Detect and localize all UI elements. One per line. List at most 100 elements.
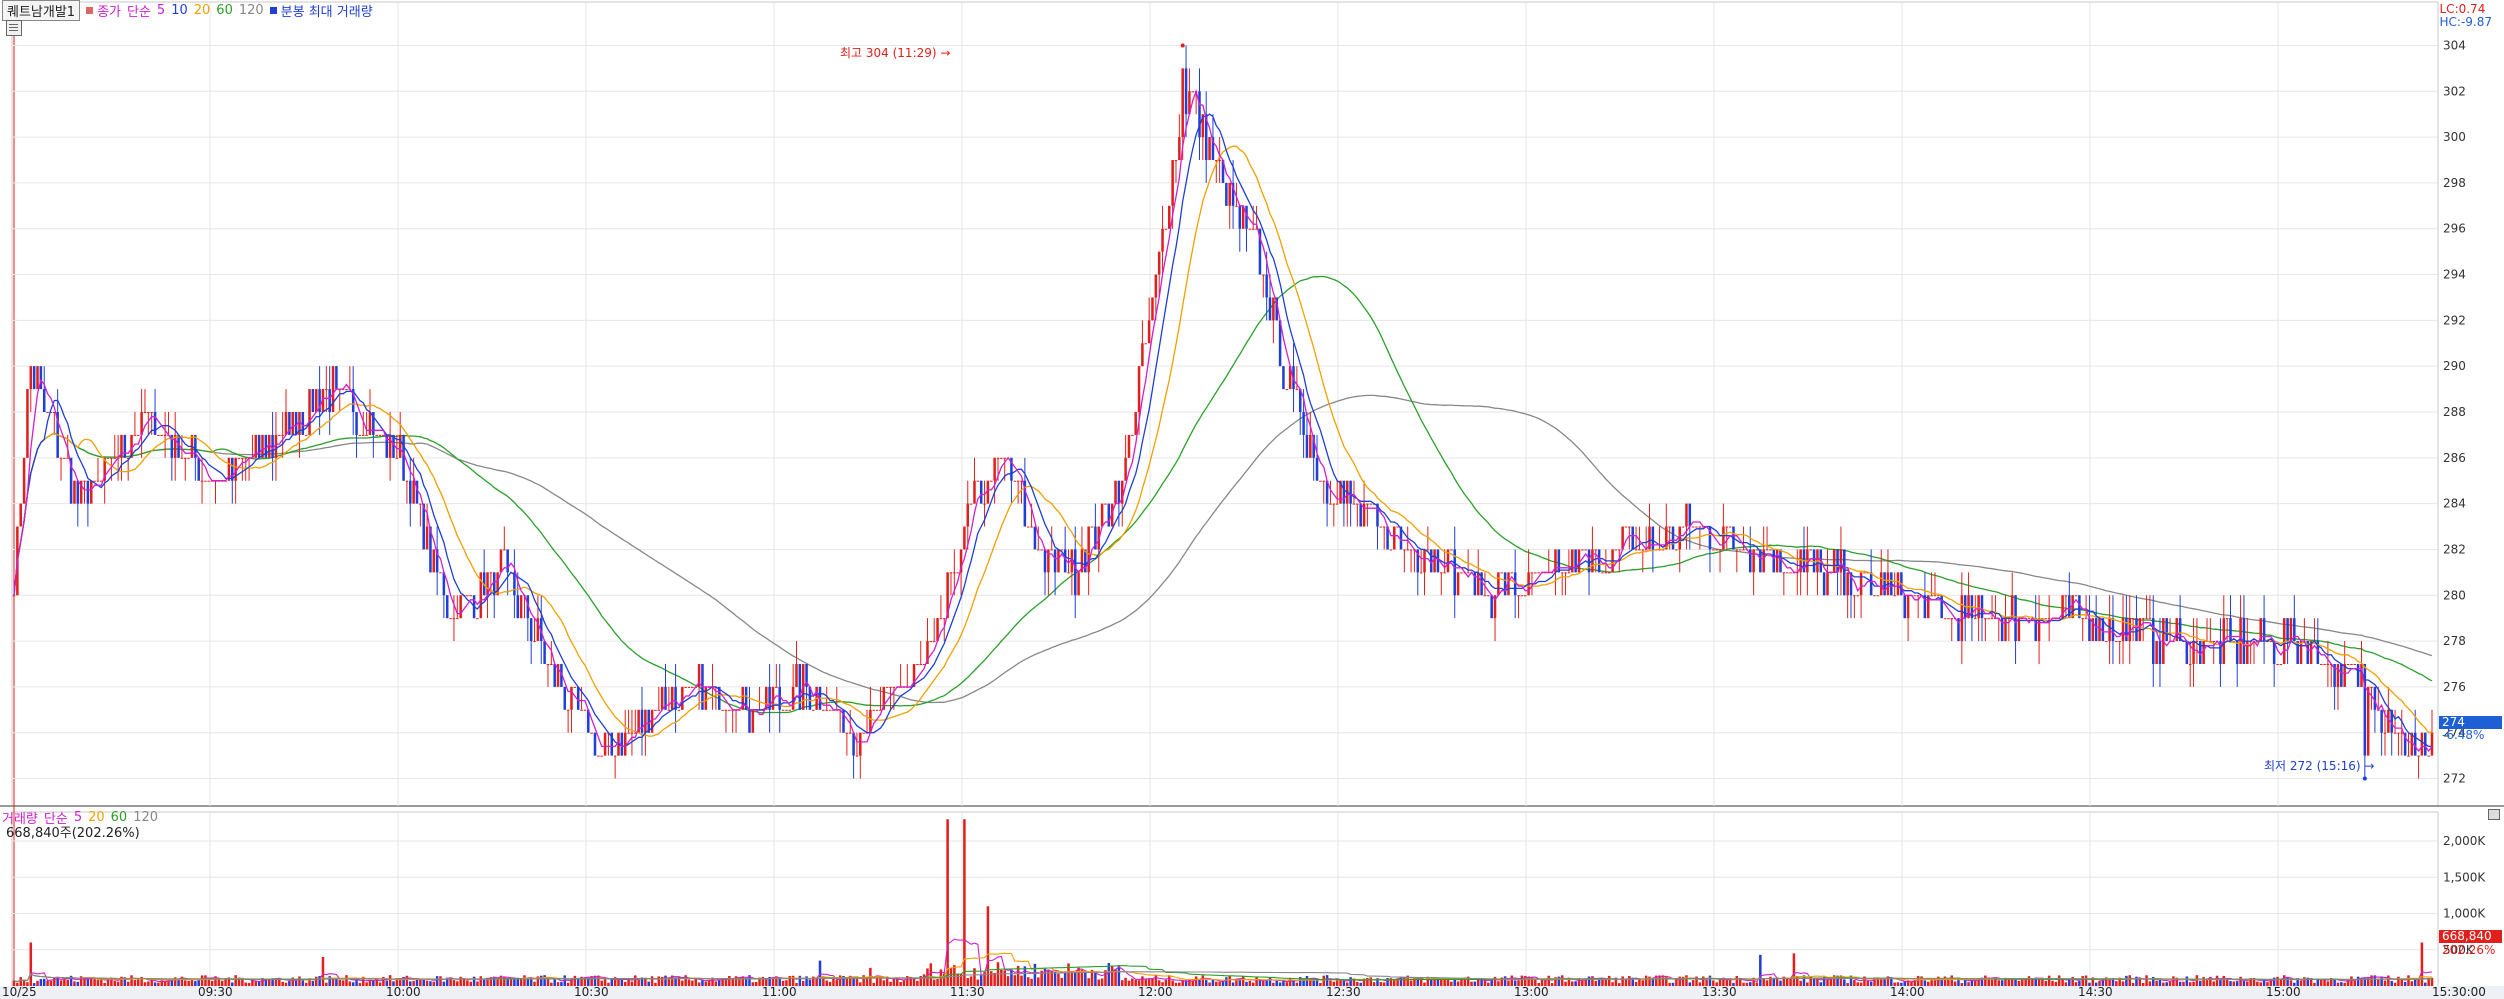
candle-body	[2343, 663, 2346, 687]
volume-bar	[405, 975, 409, 986]
volume-bar	[1493, 976, 1497, 986]
volume-bar	[519, 979, 523, 986]
ma10-line	[13, 113, 2432, 748]
volume-bar	[2041, 978, 2044, 986]
candle-body	[2047, 618, 2051, 620]
volume-bar	[1651, 978, 1655, 986]
volume-bar	[2276, 976, 2279, 986]
volume-title: 거래량	[2, 812, 38, 827]
candle-body	[728, 709, 731, 711]
candle-body	[19, 503, 22, 527]
volume-bar	[536, 976, 540, 986]
candle-body	[1033, 526, 1037, 550]
candle-body	[301, 412, 305, 435]
candle-body	[362, 434, 365, 436]
volume-bar	[153, 982, 157, 986]
volume-bar	[865, 976, 869, 986]
minimize-panel-button[interactable]	[2488, 809, 2500, 820]
candle-body	[200, 480, 204, 482]
candle-body	[684, 686, 687, 688]
volume-bar	[1487, 982, 1490, 986]
volume-bar	[1376, 978, 1379, 986]
volume-bar	[1846, 983, 1849, 986]
candle-body	[1772, 549, 1776, 573]
volume-bar	[1997, 980, 2001, 986]
volume-bar	[1994, 977, 1997, 986]
candle-body	[546, 663, 550, 665]
volume-bar	[909, 976, 912, 986]
volume-bar	[1581, 980, 1584, 986]
volume-bar	[932, 979, 936, 986]
volume-bar	[2256, 981, 2259, 986]
volume-bar	[355, 979, 358, 986]
volume-bar	[214, 976, 217, 986]
time-tick-text: 14:30	[2078, 985, 2113, 999]
volume-bar	[630, 981, 634, 986]
volume-bar	[2101, 978, 2105, 986]
stock-name-box[interactable]: 퀘트남개발1	[2, 0, 81, 21]
candle-body	[93, 480, 96, 482]
candle-body	[1164, 228, 1168, 230]
ma10-legend: 10	[171, 2, 188, 18]
volume-bar	[1110, 966, 1114, 986]
candle-body	[103, 457, 106, 481]
ma120-line	[13, 394, 2433, 704]
volume-bar	[1429, 979, 1433, 986]
volume-bar	[2306, 977, 2310, 986]
candle-body	[1497, 572, 1500, 596]
volume-bar	[2068, 978, 2071, 986]
volume-bar	[526, 977, 530, 986]
volume-bar	[2078, 980, 2081, 986]
volume-bar	[2128, 975, 2132, 986]
candle-body	[254, 434, 258, 458]
candle-body	[1151, 297, 1154, 321]
volume-bars	[12, 819, 2434, 986]
volume-bar	[274, 978, 278, 986]
candle-body	[1429, 549, 1433, 573]
volume-bar	[1255, 977, 1258, 986]
volume-bar	[1295, 982, 1299, 986]
volume-bar	[711, 977, 714, 986]
candle-body	[2188, 663, 2192, 665]
candle-body	[704, 686, 708, 710]
settings-icon[interactable]	[6, 20, 22, 36]
candle-body	[2178, 618, 2182, 642]
volume-bar	[2071, 976, 2074, 986]
volume-bar	[714, 981, 718, 986]
volume-bar	[1775, 977, 1779, 986]
candle-body	[143, 412, 147, 413]
candle-body	[204, 480, 207, 482]
candle-body	[96, 480, 100, 482]
candle-body	[1127, 434, 1131, 458]
candle-body	[1057, 549, 1060, 573]
volume-bar	[1087, 978, 1090, 986]
candle-body	[553, 663, 556, 687]
volume-bar	[1607, 975, 1611, 986]
candle-body	[157, 434, 160, 436]
volume-bar	[1584, 978, 1587, 986]
volume-bar	[1026, 977, 1030, 986]
volume-bar	[2212, 981, 2215, 986]
time-tick-text: 12:30	[1326, 985, 1361, 999]
volume-bar	[1782, 976, 1786, 986]
volume-bar	[2286, 977, 2289, 986]
volume-bar	[425, 980, 429, 986]
candle-body	[946, 572, 949, 619]
candle-body	[1389, 549, 1393, 551]
candle-body	[2309, 641, 2313, 664]
candle-body	[1594, 549, 1598, 551]
candle-body	[2306, 641, 2310, 664]
close-legend-swatch	[86, 6, 94, 14]
candle-body	[2340, 663, 2343, 687]
volume-bar	[1208, 982, 1211, 986]
volume-bar	[1755, 982, 1759, 986]
candle-body	[66, 457, 69, 459]
volume-bar	[2239, 976, 2242, 986]
volume-bar	[46, 980, 49, 986]
candle-body	[1873, 595, 1876, 597]
candle-body	[1268, 297, 1272, 321]
volume-bar	[1970, 978, 1974, 986]
candle-body	[610, 732, 614, 756]
volume-bar	[2225, 979, 2229, 986]
candle-body	[1157, 251, 1161, 275]
